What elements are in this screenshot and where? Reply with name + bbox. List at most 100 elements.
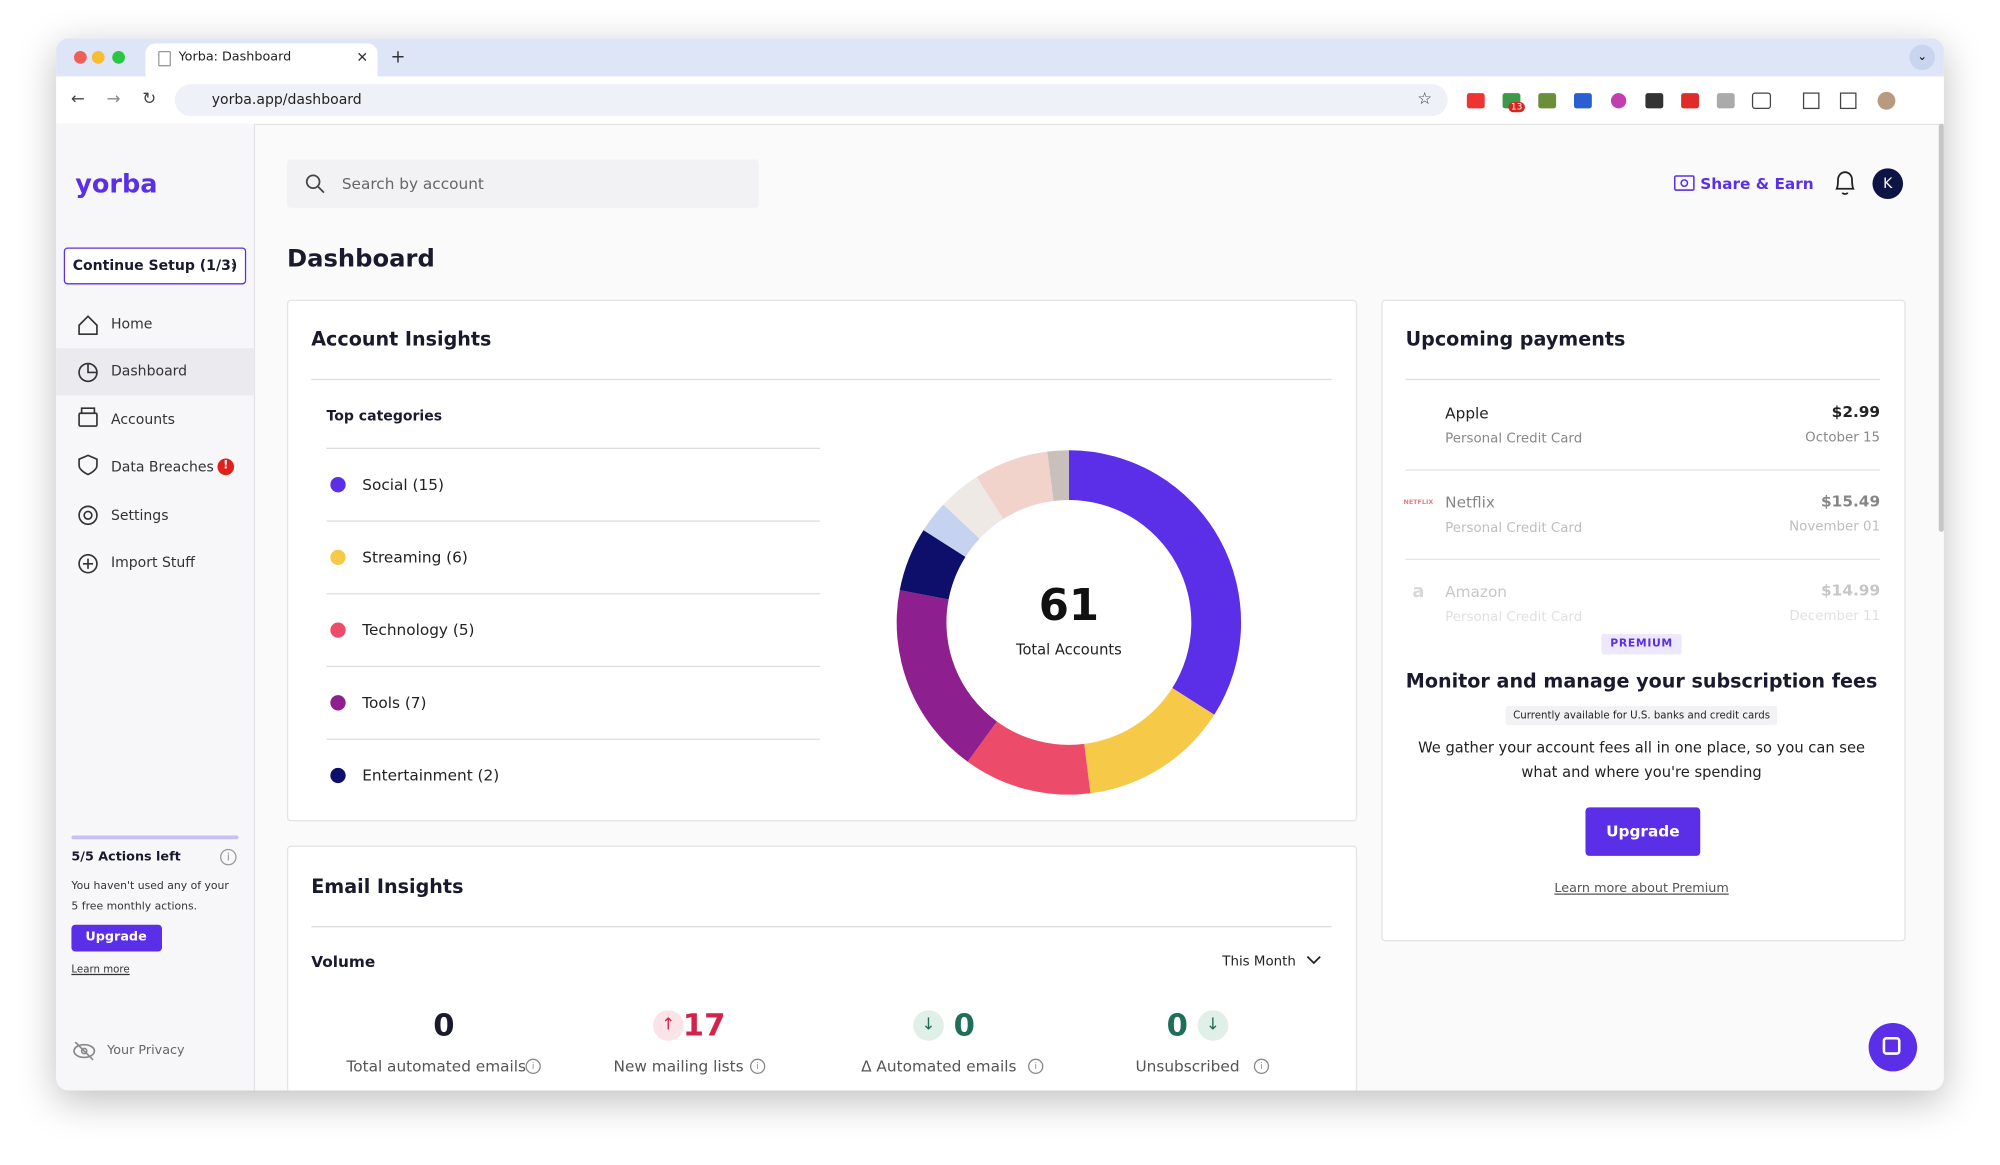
zoom-dot[interactable] — [112, 51, 125, 64]
actions-progress — [71, 835, 239, 840]
merchant-icon: a — [1412, 581, 1425, 603]
info-icon[interactable]: i — [525, 1058, 541, 1074]
stat-value: 0 — [433, 1007, 455, 1044]
category-dot — [330, 767, 346, 784]
tab[interactable] — [145, 43, 378, 77]
nav-item[interactable]: Settings — [110, 507, 169, 524]
info-icon[interactable]: i — [220, 848, 237, 866]
minimize-dot[interactable] — [91, 51, 105, 64]
divider — [1405, 378, 1881, 381]
divider — [311, 926, 1332, 928]
chat-icon — [1882, 1036, 1901, 1055]
share-icon — [1673, 175, 1695, 191]
category-label: Social (15) — [362, 475, 444, 494]
category-label: Entertainment (2) — [362, 766, 500, 785]
donut-segment[interactable] — [923, 504, 980, 557]
stat-value: 0 — [1166, 1007, 1188, 1044]
info-icon[interactable]: i — [1028, 1058, 1044, 1074]
omnibox[interactable] — [174, 84, 1448, 117]
notifications-bell[interactable] — [1833, 170, 1857, 197]
stat-label: Unsubscribed — [1135, 1057, 1240, 1076]
donut-segment[interactable] — [1047, 450, 1069, 501]
logo[interactable]: yorba — [75, 168, 158, 199]
extension-icons — [1466, 91, 1896, 110]
payment-method: Personal Credit Card — [1445, 431, 1583, 447]
avatar[interactable] — [1872, 168, 1904, 199]
merchant-name: Apple — [1445, 404, 1489, 423]
fade-overlay — [1405, 573, 1881, 628]
donut-segment[interactable] — [1084, 688, 1215, 794]
privacy-icon — [73, 1041, 96, 1061]
stat-arrow: ↓ — [913, 1010, 944, 1041]
avatar-initial: K — [1883, 175, 1893, 192]
divider — [1405, 558, 1881, 560]
privacy-link[interactable]: Your Privacy — [107, 1044, 185, 1059]
stat-arrow: ↓ — [1197, 1010, 1229, 1041]
tab-title: Yorba: Dashboard — [178, 50, 292, 65]
nav-item[interactable]: Data Breaches — [110, 458, 214, 476]
donut-segment[interactable] — [896, 590, 997, 762]
nav-icons — [78, 315, 98, 574]
actions-title: 5/5 Actions left — [71, 850, 181, 865]
forward-button[interactable]: → — [106, 89, 121, 110]
period-chevron — [1306, 956, 1321, 965]
premium-text: We gather your account fees all in one p… — [1418, 738, 1865, 781]
merchant-name: Netflix — [1445, 493, 1495, 512]
period-select[interactable]: This Month — [1222, 954, 1296, 970]
browser-window: Yorba: Dashboard ✕ + ⌄ ← → ↻ yorba.app/d… — [56, 38, 1944, 1091]
card-title: Account Insights — [311, 327, 492, 351]
payment-amount: $14.99 — [1821, 581, 1881, 600]
category-dot — [330, 477, 346, 493]
info-icon[interactable]: i — [749, 1058, 766, 1074]
stat-label: Total automated emails — [346, 1057, 526, 1076]
sidebar-upgrade-button[interactable] — [71, 924, 162, 952]
merchant-icon: NETFLIX — [1403, 498, 1434, 507]
category-dot — [330, 695, 346, 711]
bookmark-star[interactable]: ☆ — [1417, 89, 1433, 110]
search-placeholder: Search by account — [341, 174, 484, 193]
page-title: Dashboard — [286, 244, 435, 273]
extension-badge: 13 — [1508, 102, 1525, 113]
nav-item[interactable]: Dashboard — [110, 362, 188, 380]
alert-badge: ! — [217, 458, 235, 476]
premium-heading: Monitor and manage your subscription fee… — [1405, 669, 1878, 693]
payment-date: December 11 — [1789, 608, 1881, 624]
divider — [326, 665, 821, 668]
donut-segment[interactable] — [976, 451, 1054, 520]
divider — [326, 520, 821, 522]
payment-method: Personal Credit Card — [1445, 520, 1583, 536]
category-dot — [330, 622, 346, 638]
divider — [326, 738, 821, 740]
donut-segment[interactable] — [967, 721, 1091, 795]
tab-menu[interactable]: ⌄ — [1909, 44, 1935, 71]
donut-segment[interactable] — [899, 530, 966, 600]
volume-label: Volume — [311, 952, 376, 971]
premium-link[interactable]: Learn more about Premium — [1554, 882, 1729, 897]
info-icon[interactable]: i — [1253, 1058, 1270, 1074]
upgrade-button[interactable] — [1585, 807, 1701, 856]
donut-segment[interactable] — [1068, 450, 1242, 715]
section-title: Top categories — [326, 407, 443, 425]
chat-button[interactable] — [1868, 1022, 1918, 1072]
setup-label: Continue Setup (1/3) — [72, 257, 238, 274]
nav-item[interactable]: Import Stuff — [110, 554, 195, 571]
divider — [326, 593, 821, 595]
setup-button[interactable] — [63, 247, 247, 285]
payment-date: October 15 — [1805, 429, 1881, 446]
share-earn[interactable]: Share & Earn — [1700, 174, 1814, 193]
payment-date: November 01 — [1789, 519, 1881, 535]
back-button[interactable]: ← — [70, 89, 85, 110]
donut-segment[interactable] — [943, 477, 1004, 539]
nav-item[interactable]: Home — [110, 315, 153, 333]
new-tab[interactable]: + — [390, 47, 406, 68]
category-label: Technology (5) — [362, 621, 475, 640]
premium-badge: PREMIUM — [1601, 633, 1682, 655]
learn-more-link[interactable]: Learn more — [71, 963, 130, 976]
tab-close[interactable]: ✕ — [356, 49, 369, 66]
search-box[interactable] — [286, 159, 759, 208]
nav-item[interactable]: Accounts — [110, 411, 175, 428]
reload-button[interactable]: ↻ — [142, 89, 157, 110]
close-dot[interactable] — [73, 51, 87, 64]
search-icon — [305, 174, 325, 194]
